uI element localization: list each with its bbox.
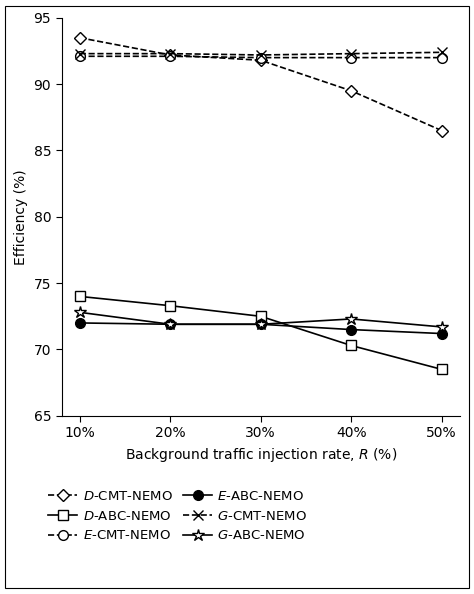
$G$-CMT-NEMO xyxy=(258,52,264,59)
$E$-ABC-NEMO xyxy=(77,320,82,327)
$E$-ABC-NEMO xyxy=(348,326,354,333)
$E$-ABC-NEMO xyxy=(258,321,264,328)
Line: $E$-ABC-NEMO: $E$-ABC-NEMO xyxy=(75,318,447,339)
$G$-ABC-NEMO xyxy=(258,321,264,328)
$G$-CMT-NEMO xyxy=(167,50,173,57)
$D$-ABC-NEMO xyxy=(439,366,445,373)
Legend: $D$-CMT-NEMO, $D$-ABC-NEMO, $E$-CMT-NEMO, $E$-ABC-NEMO, $G$-CMT-NEMO, $G$-ABC-NE: $D$-CMT-NEMO, $D$-ABC-NEMO, $E$-CMT-NEMO… xyxy=(48,490,308,542)
$G$-CMT-NEMO xyxy=(348,50,354,57)
Line: $D$-ABC-NEMO: $D$-ABC-NEMO xyxy=(75,292,447,374)
$D$-CMT-NEMO xyxy=(439,127,445,134)
$E$-CMT-NEMO xyxy=(439,54,445,61)
$D$-ABC-NEMO xyxy=(258,313,264,320)
Line: $E$-CMT-NEMO: $E$-CMT-NEMO xyxy=(75,52,447,62)
Y-axis label: Efficiency (%): Efficiency (%) xyxy=(14,169,28,264)
$D$-ABC-NEMO xyxy=(77,293,82,300)
$E$-ABC-NEMO xyxy=(167,321,173,328)
$D$-ABC-NEMO xyxy=(167,302,173,309)
$D$-CMT-NEMO xyxy=(348,87,354,94)
$G$-CMT-NEMO xyxy=(439,49,445,56)
$G$-ABC-NEMO xyxy=(439,323,445,330)
Line: $G$-ABC-NEMO: $G$-ABC-NEMO xyxy=(73,306,448,333)
$G$-ABC-NEMO xyxy=(167,321,173,328)
$D$-CMT-NEMO xyxy=(77,34,82,42)
$G$-ABC-NEMO xyxy=(77,309,82,316)
$E$-ABC-NEMO xyxy=(439,330,445,337)
$G$-CMT-NEMO xyxy=(77,50,82,57)
$G$-ABC-NEMO xyxy=(348,315,354,323)
Line: $G$-CMT-NEMO: $G$-CMT-NEMO xyxy=(75,48,447,60)
X-axis label: Background traffic injection rate, $R$ (%): Background traffic injection rate, $R$ (… xyxy=(125,446,397,464)
$E$-CMT-NEMO xyxy=(77,53,82,60)
$E$-CMT-NEMO xyxy=(258,54,264,61)
Line: $D$-CMT-NEMO: $D$-CMT-NEMO xyxy=(75,33,446,135)
$D$-CMT-NEMO xyxy=(258,56,264,64)
$E$-CMT-NEMO xyxy=(348,54,354,61)
$D$-CMT-NEMO xyxy=(167,52,173,59)
$D$-ABC-NEMO xyxy=(348,342,354,349)
$E$-CMT-NEMO xyxy=(167,53,173,60)
